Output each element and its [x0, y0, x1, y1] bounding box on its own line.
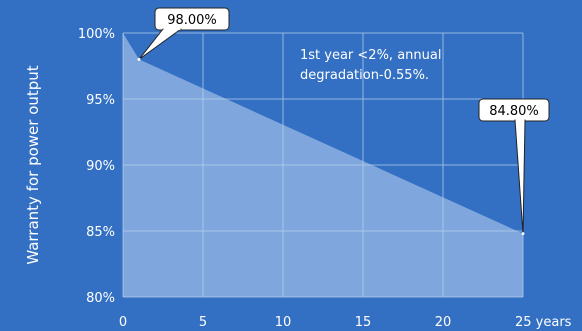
y-tick-label: 85%: [86, 225, 115, 240]
y-tick-label: 100%: [78, 27, 115, 42]
callout: 84.80%: [478, 98, 550, 236]
callout-pointer: [514, 119, 526, 235]
x-tick-label: 5: [199, 315, 207, 330]
callout: 98.00%: [137, 7, 230, 61]
axis-ticks: 80% 85% 90% 95% 100% 0 5 10 15 20 25 years: [78, 27, 572, 330]
x-tick-label: 0: [119, 315, 127, 330]
callouts: 98.00% 84.80%: [137, 7, 550, 236]
callout-label: 84.80%: [489, 104, 539, 119]
data-point: [521, 232, 525, 236]
annotation-line-1: 1st year <2%, annual: [300, 48, 441, 63]
data-point: [137, 57, 141, 61]
grid: [122, 32, 524, 298]
callout-pointer: [138, 28, 182, 60]
y-tick-label: 80%: [86, 291, 115, 306]
x-tick-label: 15: [355, 315, 372, 330]
callout-label: 98.00%: [167, 13, 217, 28]
x-tick-label: 10: [275, 315, 292, 330]
callout-box: [478, 98, 550, 122]
x-tick-label: 20: [435, 315, 452, 330]
y-tick-label: 90%: [86, 159, 115, 174]
annotation-line-2: degradation-0.55%.: [300, 68, 429, 83]
callout-box: [154, 7, 230, 31]
x-tick-label: 25 years: [515, 315, 572, 330]
y-tick-label: 95%: [86, 93, 115, 108]
y-axis-title: Warranty for power output: [24, 65, 42, 264]
